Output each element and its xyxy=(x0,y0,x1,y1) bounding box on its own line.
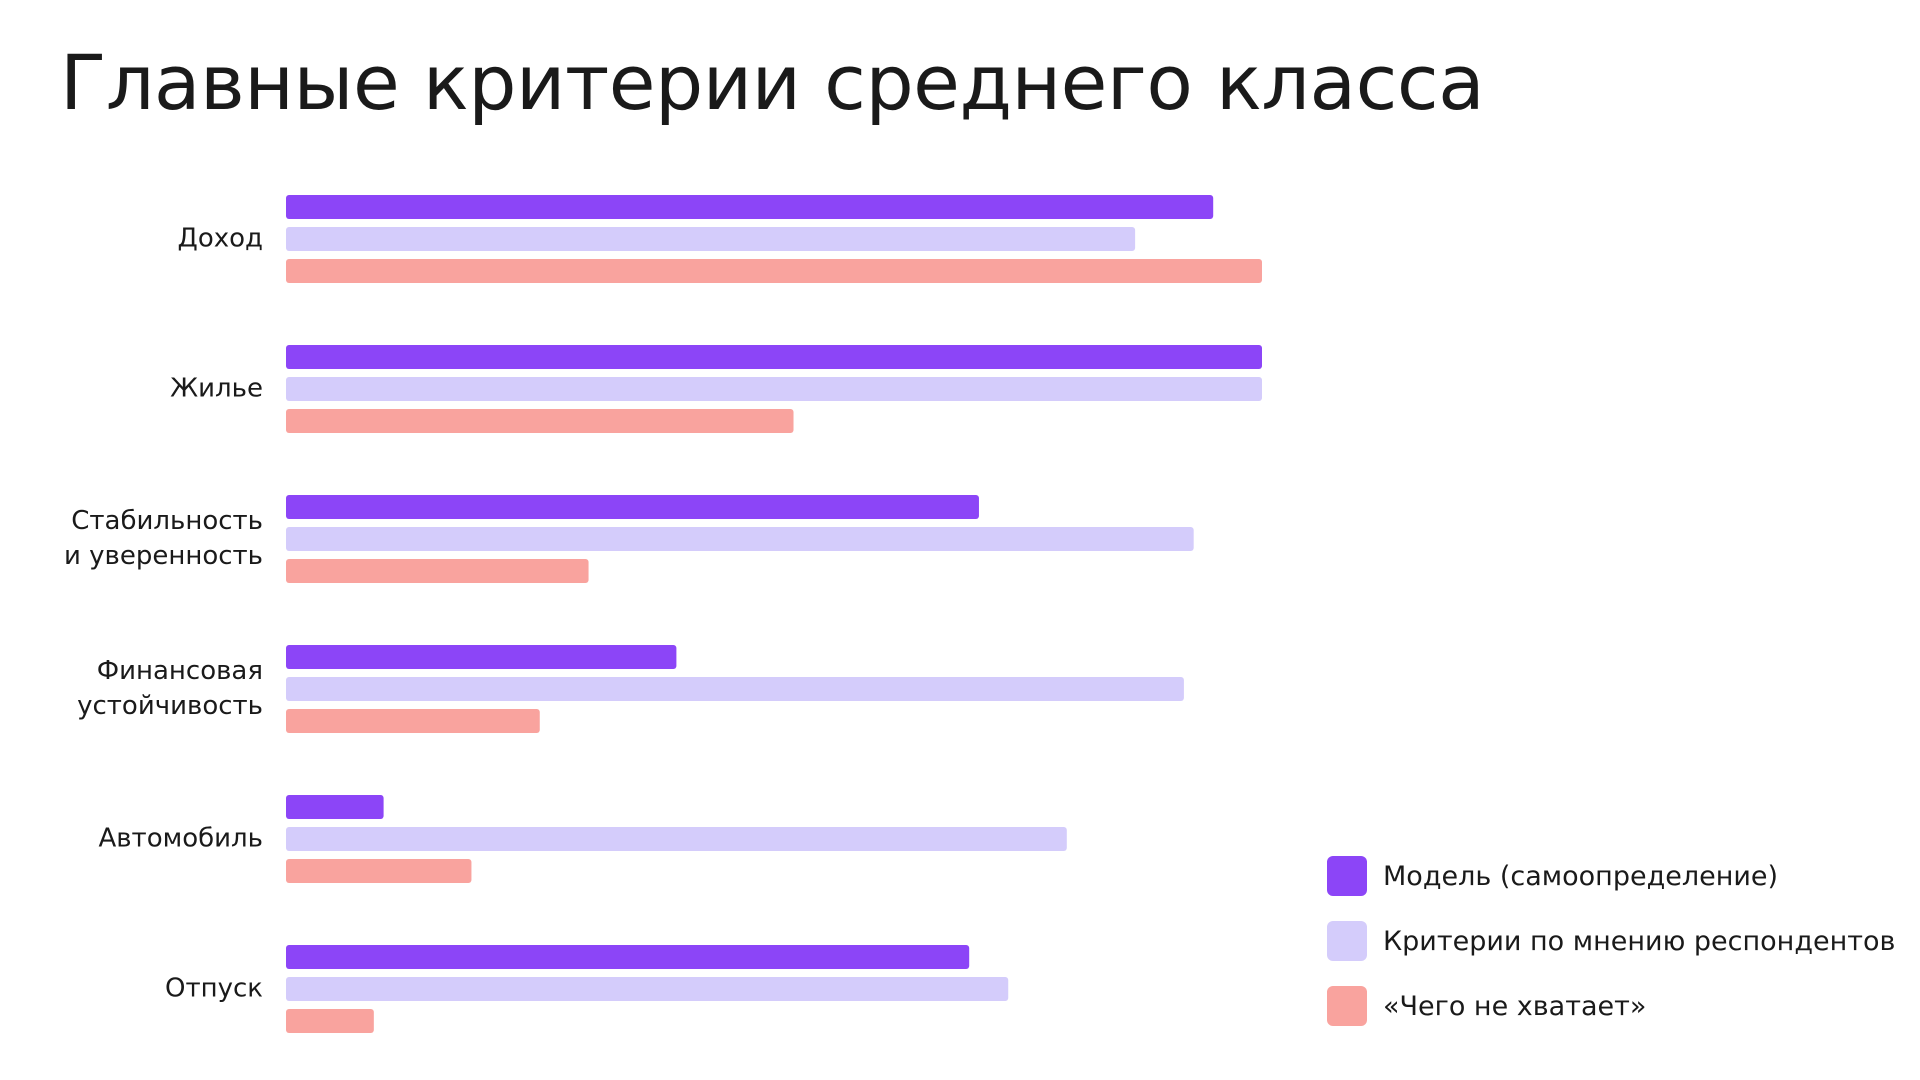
category-labels: Доход Жилье Стабильность и уверенность Финан… xyxy=(64,224,263,1004)
category-label: Стабильность xyxy=(71,506,263,536)
legend-label: «Чего не хватает» xyxy=(1383,990,1647,1022)
bar xyxy=(286,527,1194,551)
bar xyxy=(286,345,1262,369)
category-label: Финансовая xyxy=(97,656,263,686)
bar xyxy=(286,795,384,819)
bar xyxy=(286,195,1214,219)
bar xyxy=(286,709,540,733)
bar xyxy=(286,409,794,433)
chart-legend: Модель (самоопределение) Критерии по мнен… xyxy=(1327,856,1895,1051)
bar xyxy=(286,1009,374,1033)
bar xyxy=(286,827,1067,851)
bar xyxy=(286,645,677,669)
legend-label: Критерии по мнению респондентов xyxy=(1383,925,1896,957)
bar xyxy=(286,259,1262,283)
bar xyxy=(286,377,1262,401)
category-label: и уверенность xyxy=(64,541,263,571)
page-title: Главные критерии среднего класса xyxy=(60,38,1485,127)
category-label: Отпуск xyxy=(165,974,263,1004)
legend-swatch xyxy=(1327,986,1367,1026)
category-label: устойчивость xyxy=(77,691,263,721)
legend-label: Модель (самоопределение) xyxy=(1383,860,1779,892)
legend-swatch xyxy=(1327,921,1367,961)
bar xyxy=(286,677,1184,701)
bar xyxy=(286,495,979,519)
bar xyxy=(286,227,1136,251)
bars-layer xyxy=(286,195,1262,1033)
legend-item: Критерии по мнению респондентов xyxy=(1327,921,1895,961)
legend-item: Модель (самоопределение) xyxy=(1327,856,1895,896)
bar xyxy=(286,945,970,969)
bar xyxy=(286,859,472,883)
category-label: Жилье xyxy=(170,374,263,404)
bar xyxy=(286,977,1009,1001)
legend-swatch xyxy=(1327,856,1367,896)
category-label: Автомобиль xyxy=(98,824,263,854)
category-label: Доход xyxy=(178,224,264,254)
legend-item: «Чего не хватает» xyxy=(1327,986,1895,1026)
bar xyxy=(286,559,589,583)
